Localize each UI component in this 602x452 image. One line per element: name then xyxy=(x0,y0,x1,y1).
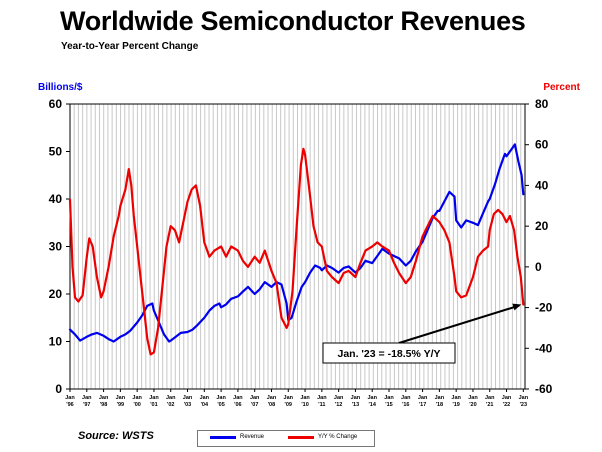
legend: Revenue Y/Y % Change xyxy=(197,430,375,447)
x-axis-tick-label-month: Jan xyxy=(367,395,377,401)
left-axis-tick-label: 30 xyxy=(49,240,63,254)
annotation-arrow-line xyxy=(398,304,520,344)
x-axis-tick-label-month: Jan xyxy=(149,395,159,401)
x-axis-tick-label-month: Jan xyxy=(435,395,445,401)
x-axis-tick-label-year: '22 xyxy=(503,402,510,408)
x-axis-tick-label-month: Jan xyxy=(267,395,277,401)
x-axis-tick-label-year: '12 xyxy=(335,402,342,408)
x-axis-tick-label-month: Jan xyxy=(216,395,226,401)
legend-label-revenue: Revenue xyxy=(240,434,265,440)
x-axis-tick-label-year: '07 xyxy=(251,402,258,408)
x-axis-tick-label-month: Jan xyxy=(468,395,478,401)
x-axis-tick-label-year: '98 xyxy=(100,402,107,408)
right-axis-label: Percent xyxy=(543,82,580,93)
x-axis-tick-label-month: Jan xyxy=(200,395,210,401)
x-axis-tick-label-year: '97 xyxy=(83,402,90,408)
annotation-box xyxy=(322,342,456,364)
x-axis-tick-label-year: '17 xyxy=(419,402,426,408)
x-axis-tick-label-year: '09 xyxy=(285,402,292,408)
x-axis-tick-label-year: '05 xyxy=(217,402,224,408)
legend-swatch-yoy xyxy=(288,435,314,439)
x-axis-tick-label-year: '11 xyxy=(318,402,325,408)
x-axis-tick-label-year: '06 xyxy=(234,402,241,408)
x-axis-tick-label-month: Jan xyxy=(401,395,411,401)
left-axis-tick-label: 40 xyxy=(49,192,63,206)
legend-item-yoy: Y/Y % Change xyxy=(288,434,357,440)
annotation-arrow-head xyxy=(512,303,522,311)
chart-title: Worldwide Semiconductor Revenues xyxy=(60,6,526,36)
x-axis-tick-label-month: Jan xyxy=(351,395,361,401)
left-axis-tick-label: 0 xyxy=(55,382,62,396)
x-axis-tick-label-month: Jan xyxy=(317,395,327,401)
x-axis-tick-label-month: Jan xyxy=(65,395,75,401)
x-axis-tick-label-month: Jan xyxy=(519,395,529,401)
x-axis-tick-label-year: '01 xyxy=(150,402,157,408)
x-axis-tick-label-year: '13 xyxy=(352,402,359,408)
x-axis-tick-label-month: Jan xyxy=(99,395,109,401)
x-axis-tick-label-year: '02 xyxy=(167,402,174,408)
x-axis-tick-label-year: '21 xyxy=(486,402,493,408)
x-axis-tick-label-month: Jan xyxy=(82,395,92,401)
x-axis-tick-label-year: '16 xyxy=(402,402,409,408)
x-axis-tick-label-month: Jan xyxy=(116,395,126,401)
right-axis-tick-label: 0 xyxy=(535,260,542,274)
yoy-change-series-line xyxy=(68,147,525,356)
right-axis-tick-label: -20 xyxy=(535,301,553,315)
x-axis-tick-label-month: Jan xyxy=(485,395,495,401)
left-axis-label: Billions/$ xyxy=(38,82,83,93)
chart-subtitle: Year-to-Year Percent Change xyxy=(61,41,199,52)
x-axis-tick-label-year: '18 xyxy=(436,402,443,408)
right-axis-tick-label: -40 xyxy=(535,341,553,355)
x-axis-tick-label-year: '04 xyxy=(201,402,209,408)
source-note: Source: WSTS xyxy=(78,430,154,442)
right-axis-tick-label: 80 xyxy=(535,97,549,111)
annotation-text: Jan. '23 = -18.5% Y/Y xyxy=(338,348,441,360)
legend-label-yoy: Y/Y % Change xyxy=(318,434,358,440)
left-axis-tick-label: 20 xyxy=(49,287,63,301)
left-axis-tick-label: 10 xyxy=(49,335,63,349)
revenue-series-line xyxy=(68,143,525,343)
left-axis-tick-label: 60 xyxy=(49,97,63,111)
legend-swatch-revenue xyxy=(210,435,236,439)
x-axis-tick-label-year: '20 xyxy=(469,402,476,408)
x-axis-tick-label-month: Jan xyxy=(250,395,260,401)
x-axis-tick-label-year: '00 xyxy=(133,402,140,408)
x-axis-tick-label-month: Jan xyxy=(502,395,512,401)
right-axis-tick-label: 40 xyxy=(535,178,549,192)
x-axis-tick-label-month: Jan xyxy=(166,395,176,401)
x-axis-tick-label-month: Jan xyxy=(418,395,428,401)
left-axis-tick-label: 50 xyxy=(49,145,63,159)
x-axis-tick-label-year: '08 xyxy=(268,402,275,408)
x-axis-tick-label-year: '10 xyxy=(301,402,308,408)
right-axis-tick-label: 60 xyxy=(535,138,549,152)
right-axis-tick-label: 20 xyxy=(535,219,549,233)
x-axis-tick-label-month: Jan xyxy=(132,395,142,401)
x-axis-tick-label-month: Jan xyxy=(300,395,310,401)
right-axis-tick-label: -60 xyxy=(535,382,553,396)
x-axis-tick-label-month: Jan xyxy=(284,395,294,401)
x-axis-tick-label-month: Jan xyxy=(334,395,344,401)
x-axis-tick-label-year: '96 xyxy=(66,402,73,408)
x-axis-tick-label-year: '15 xyxy=(385,402,392,408)
x-axis-tick-label-month: Jan xyxy=(451,395,461,401)
x-axis-tick-label-year: '19 xyxy=(452,402,459,408)
legend-item-revenue: Revenue xyxy=(210,434,264,440)
x-axis-tick-label-year: '03 xyxy=(184,402,191,408)
x-axis-tick-label-month: Jan xyxy=(384,395,394,401)
x-axis-tick-label-year: '99 xyxy=(117,402,124,408)
x-axis-tick-label-year: '14 xyxy=(368,402,376,408)
x-axis-tick-label-month: Jan xyxy=(233,395,243,401)
x-axis-tick-label-year: '23 xyxy=(520,402,527,408)
x-axis-tick-label-month: Jan xyxy=(183,395,193,401)
